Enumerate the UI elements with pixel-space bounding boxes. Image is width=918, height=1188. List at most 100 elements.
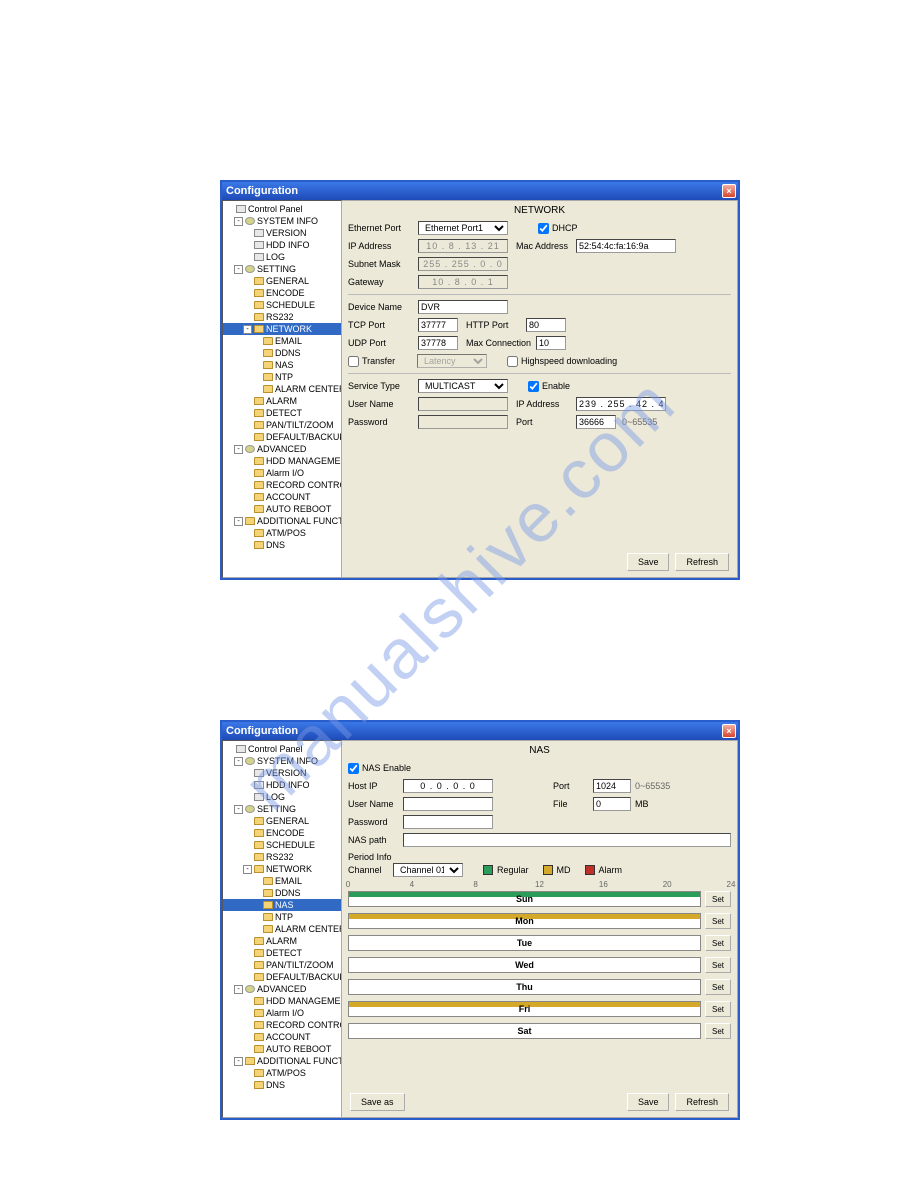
file-input[interactable]	[593, 797, 631, 811]
nas-port-input[interactable]	[593, 779, 631, 793]
tree-item[interactable]: DDNS	[223, 887, 341, 899]
close-icon[interactable]: ×	[722, 184, 736, 198]
nas-username-input[interactable]	[403, 797, 493, 811]
tree-item[interactable]: ALARM	[223, 935, 341, 947]
tree-item[interactable]: AUTO REBOOT	[223, 503, 341, 515]
tree-item[interactable]: HDD MANAGEMENT	[223, 455, 341, 467]
set-button[interactable]: Set	[705, 935, 731, 951]
nas-path-input[interactable]	[403, 833, 731, 847]
http-port-input[interactable]	[526, 318, 566, 332]
tree-item[interactable]: DETECT	[223, 407, 341, 419]
schedule-bar[interactable]: Sat	[348, 1023, 701, 1039]
tree-item[interactable]: -NETWORK	[223, 863, 341, 875]
set-button[interactable]: Set	[705, 1001, 731, 1017]
tree-item[interactable]: EMAIL	[223, 875, 341, 887]
tree-item[interactable]: ALARM CENTER	[223, 923, 341, 935]
refresh-button[interactable]: Refresh	[675, 1093, 729, 1111]
tree-item[interactable]: ENCODE	[223, 287, 341, 299]
set-button[interactable]: Set	[705, 957, 731, 973]
enable-checkbox[interactable]	[528, 381, 539, 392]
tree-item[interactable]: DEFAULT/BACKUP	[223, 971, 341, 983]
tree-item[interactable]: Alarm I/O	[223, 1007, 341, 1019]
tree-item[interactable]: DETECT	[223, 947, 341, 959]
dhcp-checkbox[interactable]	[538, 223, 549, 234]
tree-item[interactable]: -SYSTEM INFO	[223, 755, 341, 767]
schedule-bar[interactable]: Thu	[348, 979, 701, 995]
device-name-input[interactable]	[418, 300, 508, 314]
tree-item[interactable]: ACCOUNT	[223, 1031, 341, 1043]
close-icon[interactable]: ×	[722, 724, 736, 738]
save-as-button[interactable]: Save as	[350, 1093, 405, 1111]
tree-item[interactable]: -ADVANCED	[223, 983, 341, 995]
tree-item[interactable]: -SYSTEM INFO	[223, 215, 341, 227]
tree-item[interactable]: -ADVANCED	[223, 443, 341, 455]
tree-item[interactable]: PAN/TILT/ZOOM	[223, 419, 341, 431]
host-ip-input[interactable]	[403, 779, 493, 793]
tree-item[interactable]: Control Panel	[223, 203, 341, 215]
tree-item[interactable]: HDD INFO	[223, 779, 341, 791]
tree-item[interactable]: RECORD CONTROL	[223, 479, 341, 491]
save-button[interactable]: Save	[627, 1093, 670, 1111]
tree-item[interactable]: -SETTING	[223, 263, 341, 275]
tree-item[interactable]: PAN/TILT/ZOOM	[223, 959, 341, 971]
highspeed-checkbox[interactable]	[507, 356, 518, 367]
schedule-bar[interactable]: Wed	[348, 957, 701, 973]
tree-item[interactable]: ATM/POS	[223, 527, 341, 539]
ethernet-port-select[interactable]: Ethernet Port1	[418, 221, 508, 235]
tree-item[interactable]: EMAIL	[223, 335, 341, 347]
max-conn-input[interactable]	[536, 336, 566, 350]
tree-item[interactable]: Alarm I/O	[223, 467, 341, 479]
tcp-port-input[interactable]	[418, 318, 458, 332]
set-button[interactable]: Set	[705, 1023, 731, 1039]
save-button[interactable]: Save	[627, 553, 670, 571]
tree-item[interactable]: HDD INFO	[223, 239, 341, 251]
nas-password-input[interactable]	[403, 815, 493, 829]
tree-item[interactable]: AUTO REBOOT	[223, 1043, 341, 1055]
tree-item[interactable]: -NETWORK	[223, 323, 341, 335]
tree-item[interactable]: HDD MANAGEMENT	[223, 995, 341, 1007]
tree-item[interactable]: ALARM	[223, 395, 341, 407]
udp-port-input[interactable]	[418, 336, 458, 350]
svc-ip-input[interactable]	[576, 397, 666, 411]
refresh-button[interactable]: Refresh	[675, 553, 729, 571]
tree-item[interactable]: NTP	[223, 911, 341, 923]
tree-item[interactable]: -SETTING	[223, 803, 341, 815]
tree-item[interactable]: LOG	[223, 251, 341, 263]
schedule-bar[interactable]: Sun	[348, 891, 701, 907]
tree-item[interactable]: DDNS	[223, 347, 341, 359]
tree-item[interactable]: NAS	[223, 899, 341, 911]
tree-item[interactable]: GENERAL	[223, 815, 341, 827]
schedule-bar[interactable]: Mon	[348, 913, 701, 929]
tree-item[interactable]: LOG	[223, 791, 341, 803]
tree-item[interactable]: VERSION	[223, 227, 341, 239]
tree-item[interactable]: ATM/POS	[223, 1067, 341, 1079]
service-type-select[interactable]: MULTICAST	[418, 379, 508, 393]
schedule-bar[interactable]: Tue	[348, 935, 701, 951]
tree-item[interactable]: DNS	[223, 539, 341, 551]
set-button[interactable]: Set	[705, 979, 731, 995]
svc-port-input[interactable]	[576, 415, 616, 429]
set-button[interactable]: Set	[705, 891, 731, 907]
tree-item[interactable]: -ADDITIONAL FUNCTION	[223, 1055, 341, 1067]
set-button[interactable]: Set	[705, 913, 731, 929]
tree-item[interactable]: NAS	[223, 359, 341, 371]
tree-item[interactable]: ALARM CENTER	[223, 383, 341, 395]
tree-item[interactable]: VERSION	[223, 767, 341, 779]
tree-item[interactable]: SCHEDULE	[223, 299, 341, 311]
tree-item[interactable]: RECORD CONTROL	[223, 1019, 341, 1031]
tree-item[interactable]: DNS	[223, 1079, 341, 1091]
nas-enable-checkbox[interactable]	[348, 763, 359, 774]
tree-item[interactable]: Control Panel	[223, 743, 341, 755]
tree-item[interactable]: GENERAL	[223, 275, 341, 287]
schedule-bar[interactable]: Fri	[348, 1001, 701, 1017]
channel-select[interactable]: Channel 01	[393, 863, 463, 877]
tree-item[interactable]: NTP	[223, 371, 341, 383]
tree-item[interactable]: DEFAULT/BACKUP	[223, 431, 341, 443]
transfer-checkbox[interactable]	[348, 356, 359, 367]
tree-item[interactable]: ACCOUNT	[223, 491, 341, 503]
tree-item[interactable]: RS232	[223, 851, 341, 863]
tree-item[interactable]: SCHEDULE	[223, 839, 341, 851]
mac-input[interactable]	[576, 239, 676, 253]
tree-item[interactable]: RS232	[223, 311, 341, 323]
tree-item[interactable]: -ADDITIONAL FUNCTION	[223, 515, 341, 527]
